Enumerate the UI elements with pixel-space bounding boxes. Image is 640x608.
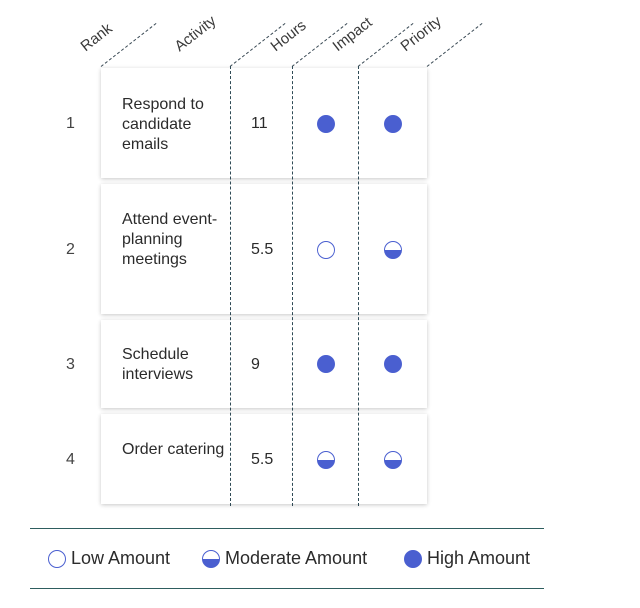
impact-high-icon <box>317 115 335 133</box>
impact-low-icon <box>317 241 335 259</box>
legend-low: Low Amount <box>48 548 170 569</box>
rank-value: 4 <box>66 451 75 468</box>
table-row <box>101 320 427 408</box>
legend-high-label: High Amount <box>427 548 531 568</box>
table-row <box>101 184 427 314</box>
legend-moderate-label: Moderate Amount <box>225 548 368 568</box>
column-divider <box>292 66 293 506</box>
header-hours: Hours <box>267 16 310 55</box>
column-divider <box>230 66 231 506</box>
column-divider <box>358 66 359 506</box>
legend-low-label: Low Amount <box>71 548 171 568</box>
priority-high-icon <box>384 115 402 133</box>
legend-high: High Amount <box>404 548 530 569</box>
hours-value: 5.5 <box>251 451 274 468</box>
activity-text: Order catering <box>122 441 225 458</box>
rank-value: 2 <box>66 241 75 258</box>
legend-bottom-rule <box>30 588 544 589</box>
header-priority: Priority <box>397 12 445 55</box>
moderate-amount-icon <box>202 549 220 568</box>
hours-value: 5.5 <box>251 241 274 258</box>
header-rank: Rank <box>77 20 116 55</box>
priority-moderate-icon <box>384 451 402 469</box>
rank-value: 1 <box>66 115 75 132</box>
low-amount-icon <box>48 549 66 568</box>
table-row <box>101 68 427 178</box>
legend-top-rule <box>30 528 544 529</box>
high-amount-icon <box>404 549 422 568</box>
activity-text: Attend event-planning meetings <box>122 211 218 268</box>
legend-moderate: Moderate Amount <box>202 548 367 569</box>
rank-value: 3 <box>66 356 75 373</box>
header-activity: Activity <box>171 12 220 55</box>
activity-text: Respond to candidate emails <box>122 96 204 153</box>
header-impact: Impact <box>329 13 376 55</box>
impact-moderate-icon <box>317 451 335 469</box>
priority-high-icon <box>384 355 402 373</box>
impact-high-icon <box>317 355 335 373</box>
table-row <box>101 414 427 504</box>
activity-text: Schedule interviews <box>122 346 194 383</box>
hours-value: 11 <box>251 115 268 132</box>
hours-value: 9 <box>251 356 260 373</box>
priority-moderate-icon <box>384 241 402 259</box>
